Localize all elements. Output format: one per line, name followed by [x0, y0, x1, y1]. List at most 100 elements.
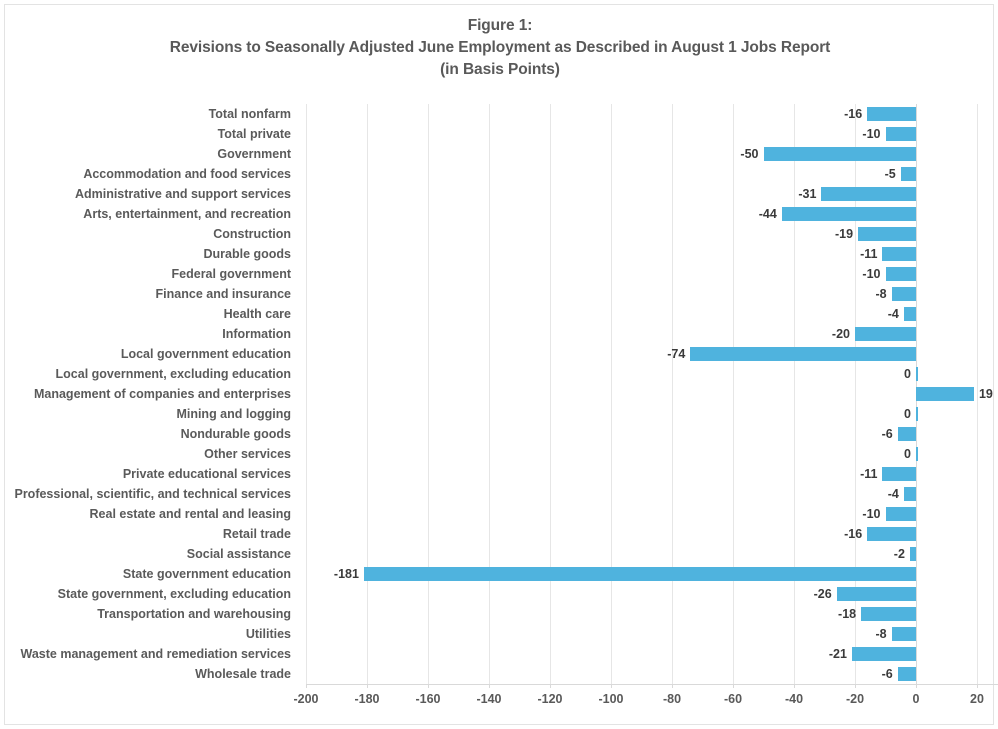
- gridline--160: [428, 104, 429, 684]
- bar: [916, 447, 918, 461]
- category-label: Other services: [204, 447, 291, 461]
- bar-row: -20: [306, 324, 998, 344]
- tickmark--80: [672, 684, 673, 688]
- bar-row: 19: [306, 384, 998, 404]
- bar-row: -44: [306, 204, 998, 224]
- bar-row: -19: [306, 224, 998, 244]
- x-tick-label--40: -40: [784, 692, 804, 706]
- category-label: Wholesale trade: [195, 667, 291, 681]
- tickmark-0: [916, 684, 917, 688]
- category-label: Local government education: [120, 347, 291, 361]
- chart-title: Figure 1: Revisions to Seasonally Adjust…: [5, 15, 995, 81]
- category-label: Mining and logging: [176, 407, 291, 421]
- bar-row: 0: [306, 404, 998, 424]
- bar-row: -10: [306, 124, 998, 144]
- bar: [363, 567, 916, 581]
- bar-value-label: -8: [875, 627, 887, 641]
- bar-row: -10: [306, 264, 998, 284]
- x-tick-label--120: -120: [537, 692, 563, 706]
- bar-row: -5: [306, 164, 998, 184]
- bar: [851, 647, 916, 661]
- x-tick-label--60: -60: [723, 692, 743, 706]
- tickmark--20: [855, 684, 856, 688]
- bar-row: -6: [306, 424, 998, 444]
- x-axis-baseline: [306, 684, 998, 685]
- category-label: Finance and insurance: [155, 287, 291, 301]
- category-label: Construction: [213, 227, 291, 241]
- category-label: Utilities: [245, 627, 291, 641]
- bar: [882, 247, 916, 261]
- bar-value-label: 0: [904, 447, 911, 461]
- bar-value-label: -44: [758, 207, 777, 221]
- bar-row: -8: [306, 284, 998, 304]
- bar: [690, 347, 916, 361]
- category-label: Transportation and warehousing: [97, 607, 291, 621]
- bar-value-label: -50: [740, 147, 759, 161]
- bar: [855, 327, 916, 341]
- x-tick-label--20: -20: [845, 692, 865, 706]
- bar: [916, 367, 918, 381]
- category-label: Real estate and rental and leasing: [89, 507, 291, 521]
- plot-area: -16 -10 -50 -5 -31 -44 -19 -11 -10 -8 -4 -20 -74 0 19 0…: [306, 104, 998, 688]
- tickmark--100: [611, 684, 612, 688]
- bar-value-label: -74: [667, 347, 686, 361]
- x-axis-tick-labels: -200 -180 -160 -140 -120 -100 -80 -60 -40 -20 0 20: [5, 689, 995, 713]
- x-tick-label--100: -100: [598, 692, 624, 706]
- bar: [891, 287, 916, 301]
- bar-value-label: 19: [978, 387, 993, 401]
- bar: [836, 587, 916, 601]
- bar-row: -18: [306, 604, 998, 624]
- bar-value-label: -16: [844, 107, 863, 121]
- bar: [885, 127, 916, 141]
- gridline--80: [672, 104, 673, 684]
- bar-row: -181: [306, 564, 998, 584]
- bar-value-label: 0: [904, 407, 911, 421]
- tickmark--180: [367, 684, 368, 688]
- tickmark--120: [550, 684, 551, 688]
- gridline--100: [611, 104, 612, 684]
- bar-row: -74: [306, 344, 998, 364]
- bar: [781, 207, 916, 221]
- category-label: Total private: [217, 127, 291, 141]
- gridline--60: [733, 104, 734, 684]
- bar-value-label: -11: [860, 467, 878, 481]
- x-tick-label-20: 20: [970, 692, 984, 706]
- category-label: Local government, excluding education: [55, 367, 291, 381]
- bar-value-label: -10: [862, 267, 881, 281]
- bar-row: -31: [306, 184, 998, 204]
- x-tick-label--140: -140: [476, 692, 502, 706]
- x-tick-label--80: -80: [662, 692, 682, 706]
- bar-row: -2: [306, 544, 998, 564]
- category-label: Government: [217, 147, 291, 161]
- plot-wrapper: Total nonfarm Total private Government Acco…: [5, 5, 998, 726]
- bar: [909, 547, 916, 561]
- bar-value-label: -10: [862, 507, 881, 521]
- gridline--20: [855, 104, 856, 684]
- bar: [763, 147, 916, 161]
- bar-row: -11: [306, 244, 998, 264]
- category-label: Nondurable goods: [180, 427, 291, 441]
- category-label: Waste management and remediation service…: [20, 647, 291, 661]
- bar-value-label: -31: [798, 187, 817, 201]
- bar: [916, 387, 974, 401]
- bar-value-label: -4: [887, 487, 899, 501]
- bar-row: -16: [306, 104, 998, 124]
- bar: [916, 407, 918, 421]
- figure-frame: Figure 1: Revisions to Seasonally Adjust…: [4, 4, 998, 726]
- category-label: Retail trade: [222, 527, 291, 541]
- bar-value-label: -6: [881, 427, 893, 441]
- category-label: Arts, entertainment, and recreation: [83, 207, 291, 221]
- category-label: Information: [222, 327, 291, 341]
- category-label: Management of companies and enterprises: [33, 387, 291, 401]
- tickmark--140: [489, 684, 490, 688]
- bar: [821, 187, 916, 201]
- bar-row: -26: [306, 584, 998, 604]
- bar: [882, 467, 916, 481]
- category-label: Social assistance: [186, 547, 291, 561]
- bar-row: -6: [306, 664, 998, 684]
- bar-row: -10: [306, 504, 998, 524]
- category-label: Total nonfarm: [208, 107, 291, 121]
- bar-value-label: -18: [838, 607, 857, 621]
- category-label: State government education: [122, 567, 291, 581]
- category-label: Health care: [223, 307, 291, 321]
